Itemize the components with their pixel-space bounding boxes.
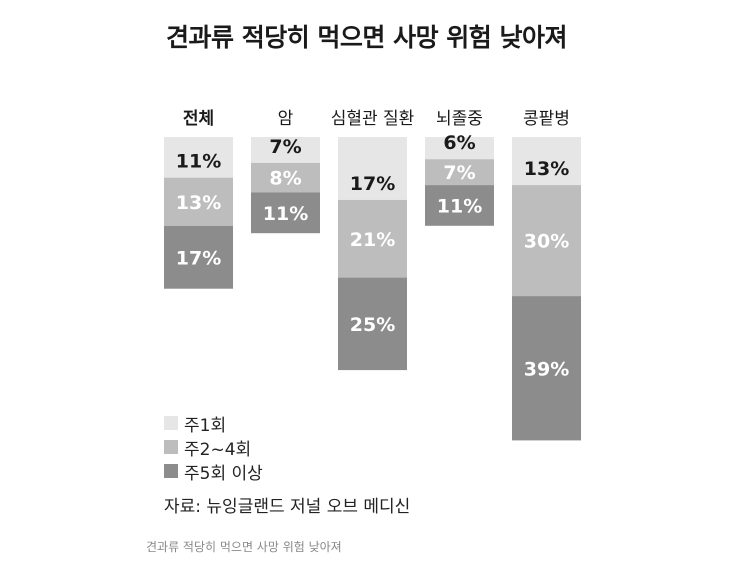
bar-segment — [512, 137, 581, 186]
bar-segment — [251, 137, 320, 163]
legend-swatch — [164, 464, 178, 478]
bar-segment — [425, 137, 494, 160]
bar-segment — [338, 277, 407, 371]
category-label: 전체 — [183, 109, 214, 129]
bar-segment — [164, 225, 233, 289]
data-label: 6% — [443, 132, 475, 154]
legend-swatch — [164, 416, 178, 430]
data-label: 7% — [269, 136, 301, 158]
data-label: 39% — [524, 358, 569, 380]
bar-segment — [512, 185, 581, 297]
legend-label: 주1회 — [184, 415, 227, 436]
data-label: 11% — [176, 151, 221, 173]
data-label: 25% — [350, 314, 395, 336]
data-label: 17% — [350, 173, 395, 195]
source-note: 자료: 뉴잉글랜드 저널 오브 메디신 — [164, 497, 411, 517]
bar-segment — [425, 185, 494, 226]
category-label: 뇌졸중 — [436, 109, 483, 129]
bar-segment — [338, 199, 407, 278]
legend-swatch — [164, 440, 178, 454]
data-label: 13% — [524, 158, 569, 180]
legend: 주1회 주2~4회 주5회 이상 — [164, 411, 263, 484]
category-label: 심혈관 질환 — [331, 109, 415, 129]
legend-item-weekly-1: 주1회 — [164, 411, 263, 436]
legend-item-weekly-2-4: 주2~4회 — [164, 435, 263, 460]
image-caption: 견과류 적당히 먹으면 사망 위험 낮아져 — [146, 540, 342, 554]
bar-segment — [338, 137, 407, 200]
bar-segment — [425, 159, 494, 186]
data-label: 21% — [350, 229, 395, 251]
bar-segment — [251, 192, 320, 234]
data-label: 30% — [524, 231, 569, 253]
legend-label: 주5회 이상 — [184, 463, 263, 484]
data-label: 17% — [176, 247, 221, 269]
bar-segment — [251, 162, 320, 193]
data-label: 13% — [176, 192, 221, 214]
category-label: 암 — [278, 109, 294, 129]
legend-label: 주2~4회 — [184, 439, 252, 460]
legend-item-weekly-5-plus: 주5회 이상 — [164, 459, 263, 484]
data-label: 8% — [269, 168, 301, 190]
data-label: 11% — [437, 195, 482, 217]
category-label: 콩팥병 — [523, 109, 570, 129]
bar-segment — [164, 137, 233, 178]
bar-segment — [164, 177, 233, 226]
chart-title: 견과류 적당히 먹으면 사망 위험 낮아져 — [165, 23, 568, 52]
data-label: 11% — [263, 203, 308, 225]
bar-segment — [512, 296, 581, 441]
data-label: 7% — [443, 162, 475, 184]
